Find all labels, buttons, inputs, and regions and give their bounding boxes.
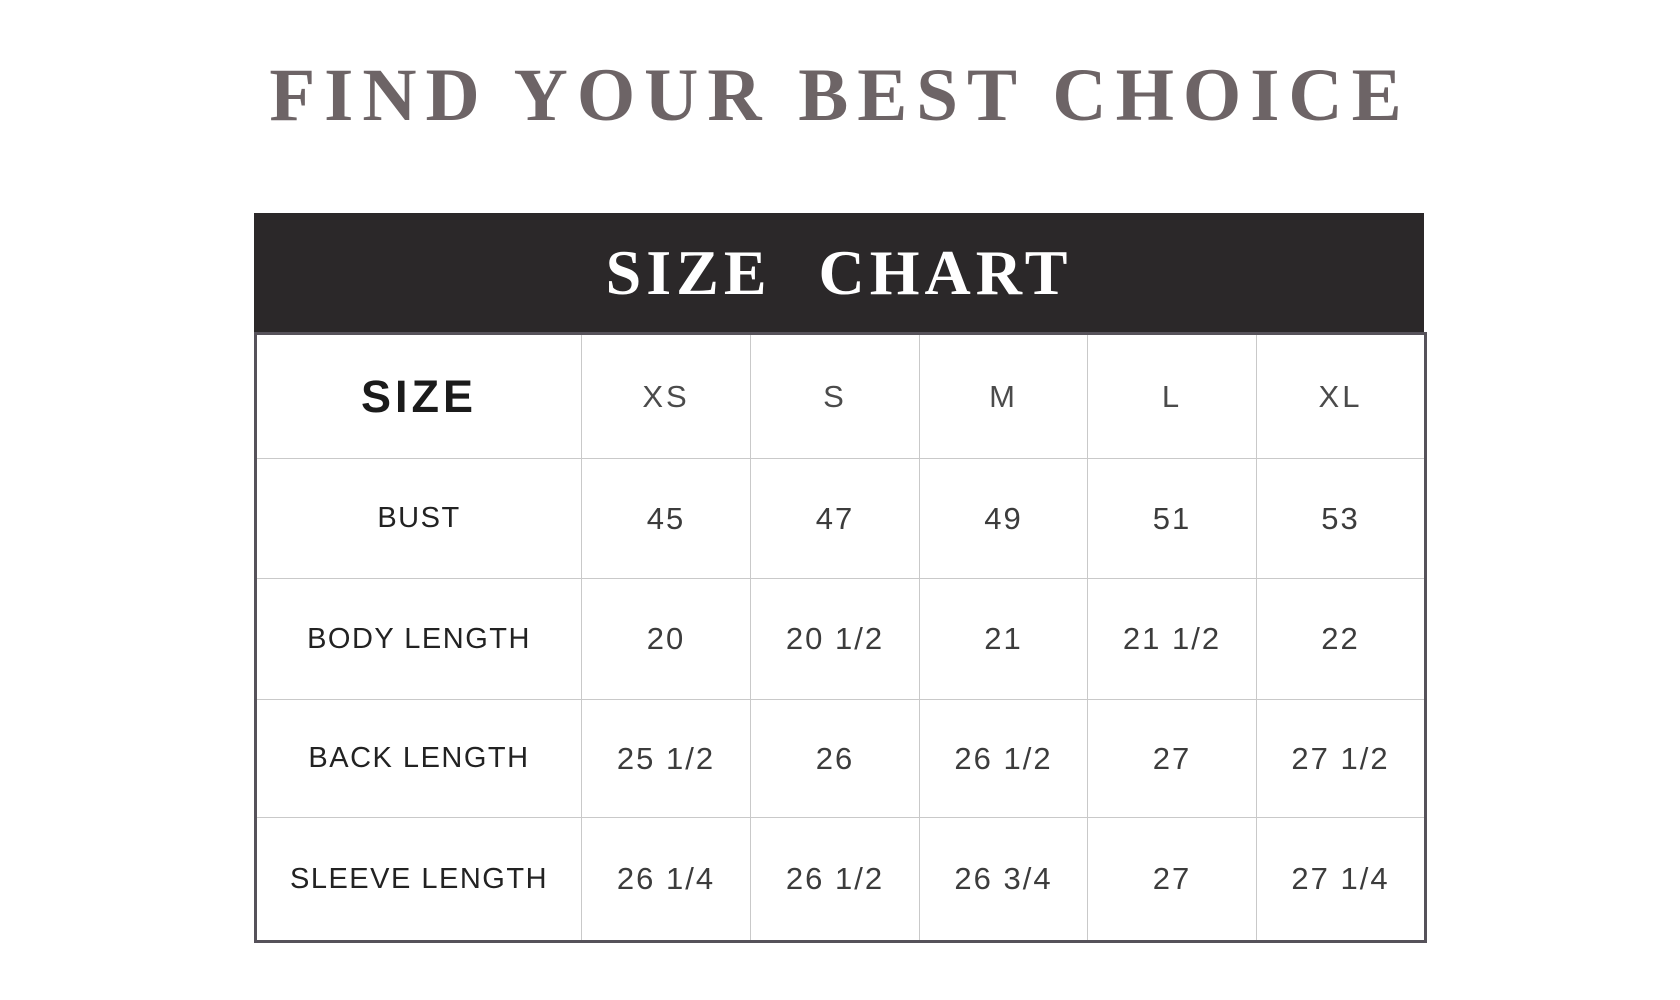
- measurement-value: 51: [1087, 458, 1257, 579]
- measurement-value: 47: [750, 458, 920, 579]
- page-title: FIND YOUR BEST CHOICE: [269, 54, 1411, 137]
- size-column-header-xl: XL: [1256, 333, 1426, 459]
- size-header-cell: SIZE: [255, 333, 582, 459]
- row-label: BACK LENGTH: [255, 699, 582, 818]
- measurement-value: 27: [1087, 817, 1257, 942]
- measurement-value: 27: [1087, 699, 1257, 818]
- row-label: SLEEVE LENGTH: [255, 817, 582, 942]
- table-header-row: SIZE XS S M L XL: [255, 333, 1426, 459]
- size-column-header-s: S: [750, 333, 920, 459]
- measurement-value: 22: [1256, 578, 1426, 700]
- size-column-header-xs: XS: [581, 333, 751, 459]
- measurement-value: 26 3/4: [919, 817, 1088, 942]
- size-table: SIZE XS S M L XL BUST 45 47 49 51 53 BOD…: [254, 332, 1427, 943]
- size-column-header-m: M: [919, 333, 1088, 459]
- row-label: BODY LENGTH: [255, 578, 582, 700]
- measurement-value: 27 1/4: [1256, 817, 1426, 942]
- size-column-header-l: L: [1087, 333, 1257, 459]
- measurement-value: 27 1/2: [1256, 699, 1426, 818]
- measurement-value: 26 1/2: [919, 699, 1088, 818]
- measurement-value: 49: [919, 458, 1088, 579]
- measurement-value: 53: [1256, 458, 1426, 579]
- size-chart-banner: SIZE CHART: [254, 213, 1424, 332]
- measurement-value: 20: [581, 578, 751, 700]
- table-row-sleeve-length: SLEEVE LENGTH 26 1/4 26 1/2 26 3/4 27 27…: [255, 817, 1426, 942]
- measurement-value: 26: [750, 699, 920, 818]
- measurement-value: 20 1/2: [750, 578, 920, 700]
- measurement-value: 25 1/2: [581, 699, 751, 818]
- size-chart: SIZE CHART SIZE XS S M L XL BUST 45 47 4…: [254, 213, 1427, 943]
- row-label: BUST: [255, 458, 582, 579]
- measurement-value: 26 1/2: [750, 817, 920, 942]
- table-row-back-length: BACK LENGTH 25 1/2 26 26 1/2 27 27 1/2: [255, 699, 1426, 818]
- measurement-value: 21: [919, 578, 1088, 700]
- table-row-body-length: BODY LENGTH 20 20 1/2 21 21 1/2 22: [255, 578, 1426, 700]
- measurement-value: 21 1/2: [1087, 578, 1257, 700]
- measurement-value: 26 1/4: [581, 817, 751, 942]
- measurement-value: 45: [581, 458, 751, 579]
- banner-title: SIZE CHART: [605, 236, 1073, 308]
- table-row-bust: BUST 45 47 49 51 53: [255, 458, 1426, 579]
